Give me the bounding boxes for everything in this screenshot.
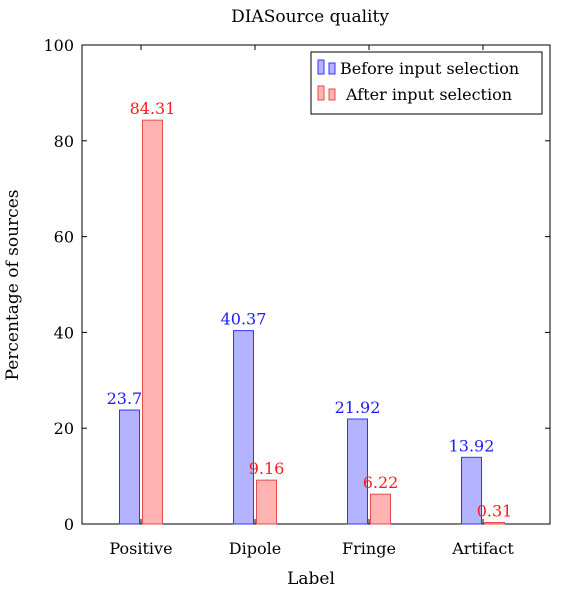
- legend-box: [310, 51, 543, 115]
- data-label: 0.31: [477, 502, 513, 521]
- y-tick-label: 60: [54, 228, 74, 247]
- legend-swatch-after-a: [317, 85, 325, 101]
- x-axis-label: Label: [287, 569, 335, 589]
- y-axis: 0 20 40 60 80 100: [43, 36, 550, 534]
- legend-swatch-after-b: [328, 88, 336, 101]
- y-tick-label: 40: [54, 323, 74, 342]
- bar-before-dipole: [233, 330, 254, 525]
- x-tick-label: Artifact: [451, 539, 514, 558]
- bar-before-positive: [119, 409, 140, 525]
- bar-after-positive: [142, 119, 163, 525]
- y-tick-label: 80: [54, 132, 74, 151]
- y-tick-label: 100: [43, 36, 74, 55]
- bar-before-fringe: [347, 418, 368, 525]
- chart-title: DIASource quality: [231, 7, 389, 27]
- x-axis: Positive Dipole Fringe Artifact: [109, 45, 514, 558]
- x-tick-label: Positive: [109, 539, 172, 558]
- data-label: 13.92: [449, 436, 495, 455]
- data-label: 21.92: [335, 398, 381, 417]
- bar-after-fringe: [370, 493, 391, 525]
- legend-label-before: Before input selection: [340, 59, 519, 78]
- legend-label-after: After input selection: [345, 85, 512, 104]
- data-label: 23.79: [107, 389, 153, 408]
- plot-frame: [81, 44, 551, 525]
- y-tick-label: 0: [64, 515, 74, 534]
- bar-after-artifact: [484, 522, 505, 525]
- bars: 23.79 40.37 21.92 13.92 84.31 9.16 6.22 0.31: [107, 99, 513, 525]
- data-label: 9.16: [249, 459, 285, 478]
- legend-swatch-before-a: [317, 59, 325, 75]
- x-tick-label: Fringe: [342, 539, 396, 558]
- data-label: 84.31: [130, 99, 176, 118]
- legend-swatch-before-b: [328, 62, 336, 75]
- data-label: 6.22: [363, 473, 399, 492]
- data-label: 40.37: [221, 310, 267, 329]
- legend: Before input selection After input selec…: [310, 51, 543, 115]
- x-tick-label: Dipole: [229, 539, 281, 558]
- y-tick-label: 20: [54, 419, 74, 438]
- bar-before-artifact: [461, 456, 482, 525]
- bar-after-dipole: [256, 479, 277, 525]
- y-axis-label: Percentage of sources: [3, 190, 23, 381]
